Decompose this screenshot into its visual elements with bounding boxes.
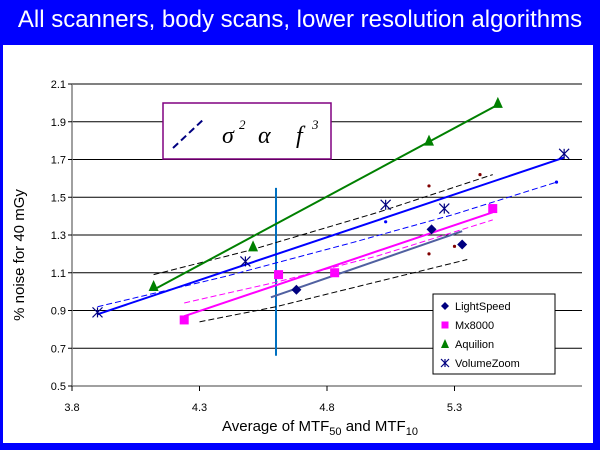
aquilion-point [148,279,159,291]
lightspeed-trend-line [270,230,463,299]
legend: LightSpeed Mx8000 Aquilion VolumeZoom [432,293,556,375]
legend-lightspeed-marker [441,302,449,310]
x-axis-label-part: and MTF [342,418,406,435]
volumezoom-point [438,203,450,214]
mx8000-trend-line [183,211,494,318]
aquilion-point [492,96,503,108]
mx8000-point [488,204,498,214]
y-tick-label: 1.5 [51,192,66,204]
volumezoom-point [558,148,570,160]
legend-aquilion-marker [441,339,449,348]
legend-mx8000-marker [441,321,449,329]
y-tick-label: 1.3 [51,230,66,242]
volumezoom-power-fit-point [384,220,388,224]
legend-mx8000-label: Mx8000 [455,320,494,332]
x-axis-label: Average of MTF50 and MTF10 [222,418,418,438]
aquilion-point [248,240,259,252]
formula-sigma: σ [222,123,235,149]
formula-square: 2 [239,117,246,132]
lightspeed-power-fit-point [427,252,431,256]
data-markers [92,96,570,325]
lightspeed-power-fit [199,259,468,323]
x-tick-label: 4.3 [192,402,207,414]
volumezoom-power-fit-point [554,180,559,184]
formula-dash-icon [172,117,206,149]
y-tick-label: 1.1 [51,268,66,280]
y-tick-label: 1.7 [51,155,66,167]
volumezoom-point [380,199,392,211]
y-tick-label: 0.7 [51,343,66,355]
volumezoom-point [239,256,251,267]
legend-box [432,293,556,375]
y-tick-label: 0.9 [51,306,66,318]
volumezoom-point [92,306,103,318]
lightspeed-point [291,284,302,295]
x-axis-label-part: Average of MTF [222,418,329,435]
y-tick-label: 1.9 [51,117,66,129]
formula-alpha: α [258,123,271,149]
volumezoom-power-fit [97,181,557,308]
volumezoom-trend-line [97,156,565,316]
aquilion-power-fit [153,174,493,276]
legend-volumezoom-label: VolumeZoom [455,358,520,370]
aquilion-trend-line [153,103,499,291]
aquilion-power-fit-point [478,173,482,177]
y-axis-label: % noise for 40 mGy [11,189,28,321]
y-tick-label: 2.1 [51,79,66,91]
slide-title: All scanners, body scans, lower resoluti… [17,6,583,33]
formula-box: σ 2 α f 3 [162,102,332,160]
legend-lightspeed-label: LightSpeed [455,301,511,313]
mx8000-point [179,315,189,325]
x-tick-label: 5.3 [447,402,462,414]
aquilion-point [424,134,434,146]
formula-box-border [162,102,332,160]
lightspeed-point [457,239,468,250]
aquilion-power-fit-point [427,184,431,188]
formula-f: f [296,123,306,149]
formula-cube: 3 [311,117,319,132]
legend-volumezoom-marker [440,358,450,368]
legend-aquilion-label: Aquilion [455,339,494,351]
x-tick-label: 4.8 [319,402,334,414]
lightspeed-point [426,224,437,235]
mx8000-point [330,268,340,278]
x-tick-label: 3.8 [64,402,79,414]
mx8000-point [274,270,284,280]
lightspeed-power-fit-point [452,244,457,248]
y-tick-label: 0.5 [51,381,66,393]
x-axis-label-sub10: 10 [406,426,418,438]
x-axis-label-sub50: 50 [329,426,341,438]
axis-ticks: 0.5 0.7 0.9 1.1 1.3 1.5 1.7 1.9 2.1 3.8 4.3 4.8 5.3 [51,79,462,414]
